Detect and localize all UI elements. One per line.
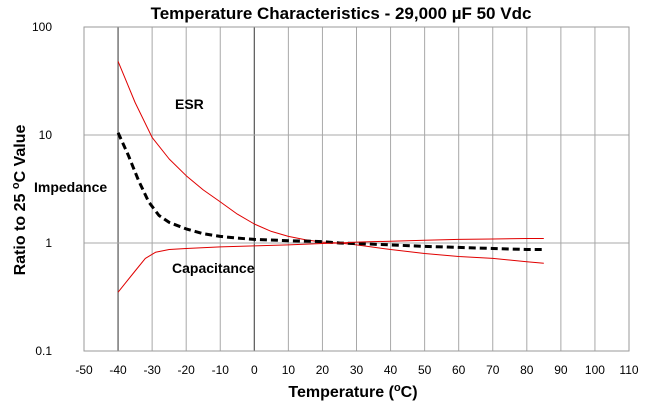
x-tick-label: 0 [251,363,258,377]
x-tick-label: -20 [178,363,196,377]
x-tick-label: 30 [350,363,364,377]
x-tick-labels: -50 -40 -30 -20 -10 0 10 20 30 40 50 60 70 80 90 100 110 [75,363,639,377]
impedance-annotation: Impedance [34,179,107,195]
series-layer [116,61,544,293]
y-axis-title: Ratio to 25 oC Value [10,125,29,276]
y-tick-label: 1 [45,236,52,250]
x-tick-label: -50 [75,363,93,377]
x-tick-label: 100 [585,363,605,377]
y-tick-label: 0.1 [35,344,52,358]
y-axis-title-superscript: o [10,182,22,189]
x-tick-label: -10 [212,363,230,377]
x-axis-title-prefix: Temperature ( [288,384,394,401]
x-tick-label: 40 [384,363,398,377]
x-tick-label: 20 [316,363,330,377]
y-tick-label: 10 [39,128,53,142]
esr-annotation: ESR [175,96,204,112]
impedance-line [116,132,544,251]
x-tick-label: 80 [520,363,534,377]
x-tick-label: 70 [486,363,500,377]
y-axis-title-suffix: C Value [12,125,29,183]
grid-lines [84,27,629,351]
y-tick-labels: 0.1 1 10 100 [32,20,52,358]
x-tick-label: 110 [619,363,638,377]
x-tick-label: 10 [282,363,296,377]
x-tick-label: 90 [554,363,568,377]
chart-title: Temperature Characteristics - 29,000 µF … [151,4,532,23]
plot-area-border [83,26,630,352]
esr-line [117,61,544,264]
capacitance-line [117,238,544,293]
x-axis-title-superscript: o [394,382,401,394]
x-tick-label: -40 [109,363,127,377]
capacitance-annotation: Capacitance [172,260,255,276]
x-axis-title-suffix: C) [401,384,418,401]
x-tick-label: 60 [452,363,466,377]
x-tick-label: 50 [418,363,432,377]
y-axis-title-prefix: Ratio to 25 [12,189,29,275]
x-tick-label: -30 [143,363,161,377]
x-axis-title: Temperature (oC) [288,382,417,401]
y-tick-label: 100 [32,20,52,34]
